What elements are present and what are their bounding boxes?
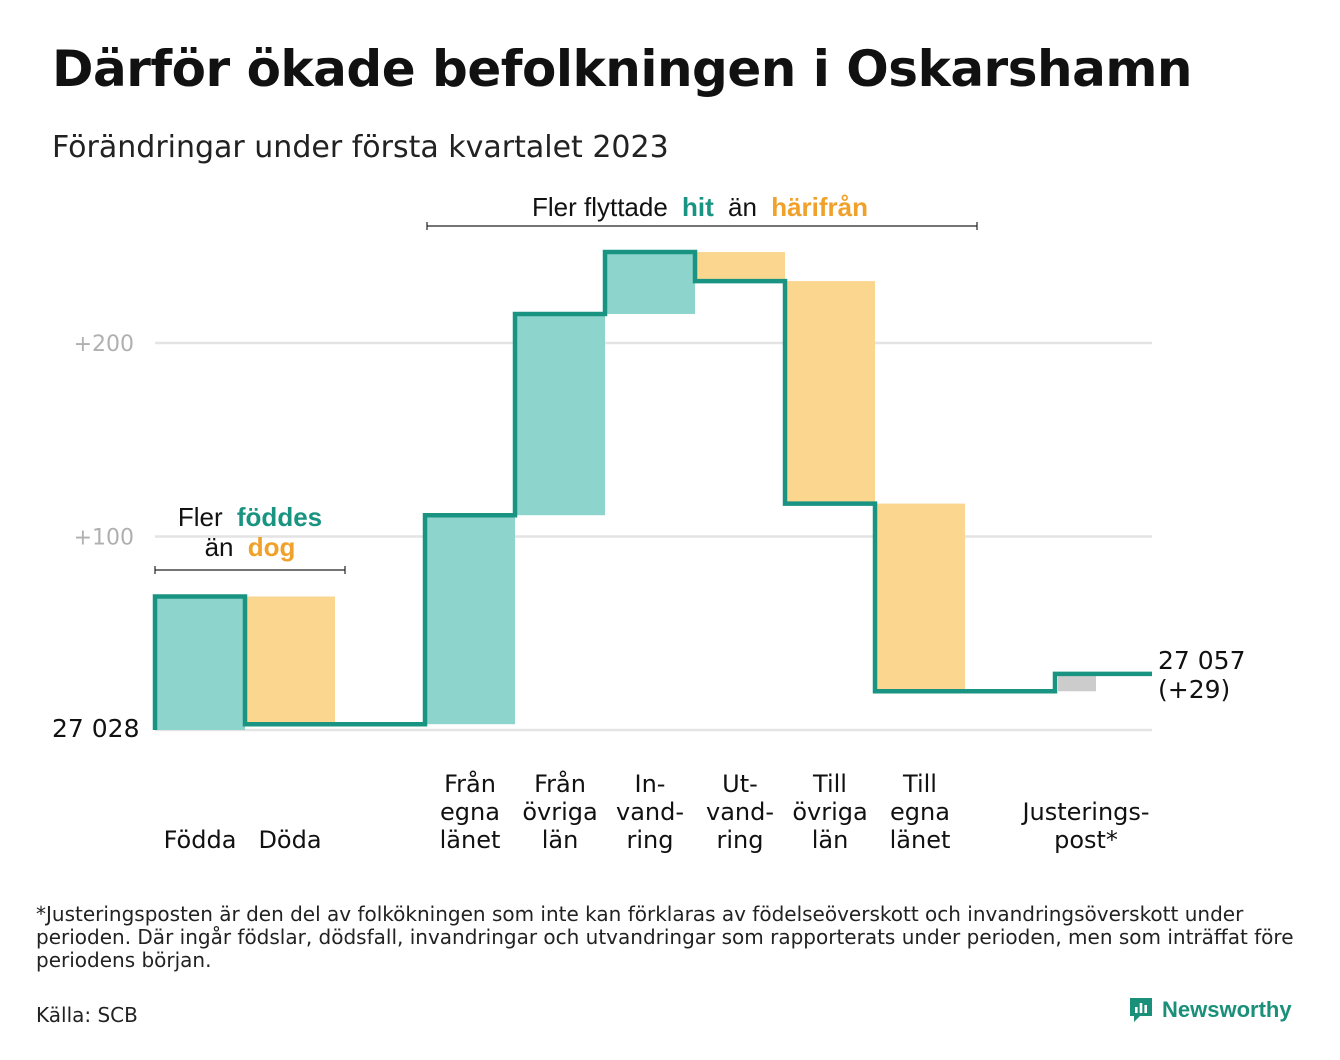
migration-annotation-highlight-1: hit [682,192,714,222]
category-label: Från [444,769,496,798]
end-value-label: 27 057 [1158,646,1245,675]
bar-0 [155,596,245,730]
births-annotation-mid: än [205,532,234,562]
births-annotation: Fler föddes än dog [155,502,345,574]
category-label: Justerings- [1020,798,1149,826]
category-label: vand- [706,798,774,826]
bars [155,252,1096,730]
newsworthy-logo-icon [1128,996,1154,1024]
category-label: Till [812,770,847,798]
category-label: länet [890,826,951,854]
category-label: Döda [258,826,321,854]
footnote: *Justeringsposten är den del av folkökni… [36,903,1311,972]
migration-bracket [427,222,977,230]
brand-logo: Newsworthy [1128,996,1292,1024]
svg-text:Fler flyttade hit: Fler flyttade hit än härifrån [532,192,868,222]
bar-5 [695,252,785,281]
bar-3 [515,314,605,515]
category-label: Från [534,769,586,798]
category-label: ring [627,826,674,854]
y-tick-label: +100 [74,526,134,551]
svg-text:än dog: än dog [205,532,296,562]
category-label: post* [1054,826,1118,854]
category-label: länet [440,826,501,854]
bar-1 [245,596,335,724]
category-label: Födda [164,826,237,854]
bar-2 [425,515,515,724]
category-label: ring [717,826,764,854]
end-change-label: (+29) [1158,675,1230,704]
births-annotation-highlight-2: dog [248,532,296,562]
migration-annotation: Fler flyttade hit än härifrån [427,192,977,230]
category-label: övriga [792,798,867,826]
bar-4 [605,252,695,314]
births-bracket [155,566,345,574]
migration-annotation-prefix: Fler flyttade [532,192,668,222]
category-label: egna [440,798,500,826]
bar-7 [875,504,965,692]
source-note: Källa: SCB [36,1003,138,1027]
start-value-label: 27 028 [52,714,139,743]
births-annotation-highlight-1: föddes [237,502,322,532]
svg-text:Fler föddes: Fler föddes [178,502,322,532]
category-label: Till [902,770,937,798]
category-label: län [812,826,849,854]
brand-name: Newsworthy [1162,997,1292,1023]
migration-annotation-mid: än [728,192,757,222]
bar-6 [785,281,875,504]
category-labels: Födda DödaFrånegnalänetFrånövrigalänIn-va… [164,769,1150,854]
category-label: In- [635,770,666,798]
migration-annotation-highlight-2: härifrån [771,192,868,222]
bar-8 [1058,674,1096,691]
waterfall-chart: +100+200 Födda DödaFrånegnalänetFrånövrig… [0,0,1340,900]
y-tick-label: +200 [74,332,134,357]
category-label: övriga [522,798,597,826]
category-label: vand- [616,798,684,826]
category-label: län [542,826,579,854]
category-label: Ut- [722,770,758,798]
births-annotation-prefix: Fler [178,502,223,532]
category-label: egna [890,798,950,826]
